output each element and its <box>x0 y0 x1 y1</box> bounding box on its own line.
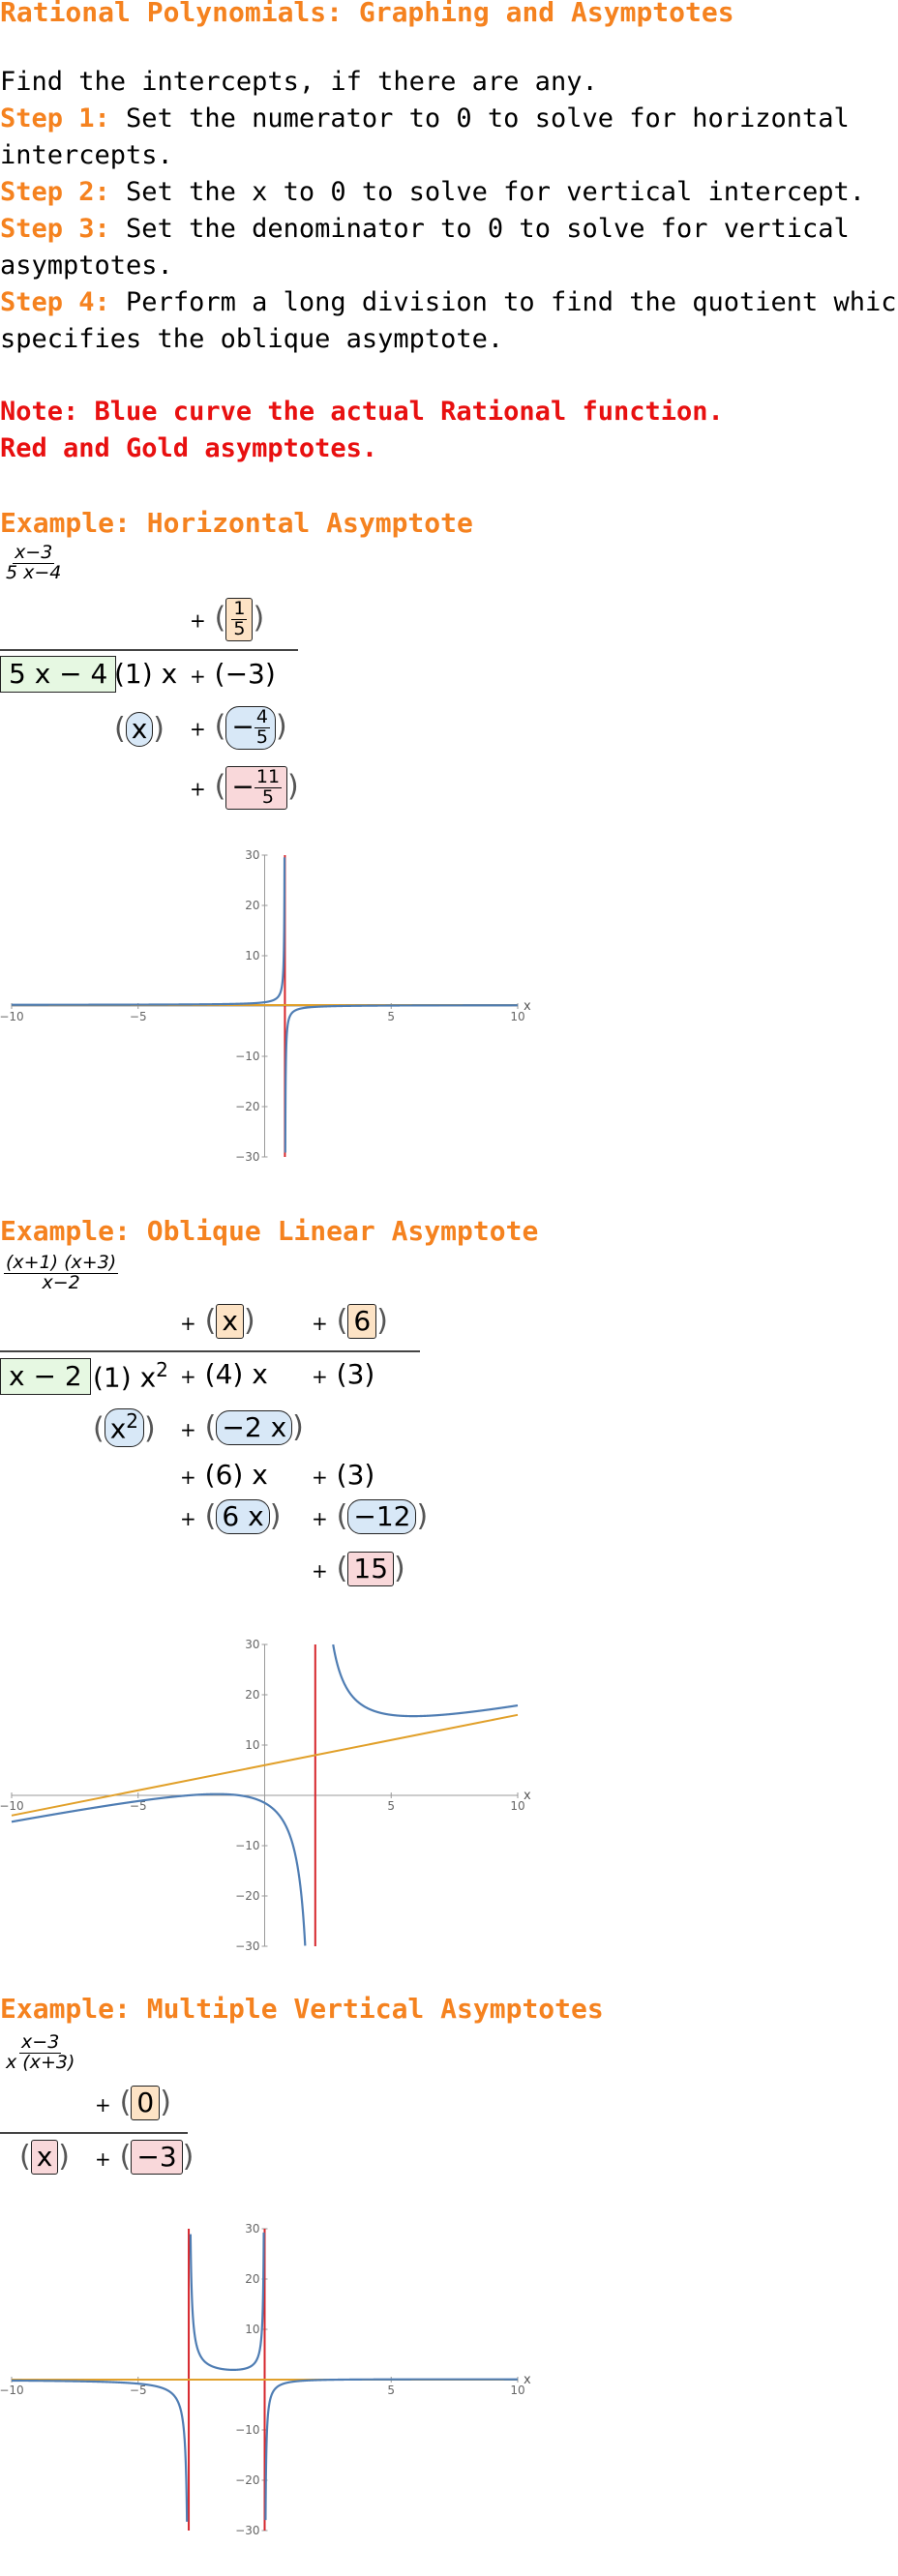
y-tick-label: −10 <box>235 1839 259 1852</box>
ex1-dividend-term-1: (1) x <box>114 658 178 690</box>
y-tick-label: 20 <box>245 2272 259 2286</box>
example-2-heading: Example: Oblique Linear Asymptote <box>0 1215 539 1247</box>
intro-text: Find the intercepts, if there are any. <box>0 67 598 97</box>
y-tick-label: 20 <box>245 899 259 912</box>
y-tick-label: −20 <box>235 1889 259 1903</box>
step-4-text: Perform a long division to find the quot… <box>109 287 898 317</box>
step-4-text-cont: specifies the oblique asymptote. <box>0 324 504 354</box>
ex2-subtract-term-4: + (−12) <box>312 1499 429 1535</box>
note-line-2: Red and Gold asymptotes. <box>0 433 378 463</box>
y-tick-label: 10 <box>245 2323 259 2336</box>
ex2-dividend-term-1: (1) x2 <box>93 1358 168 1394</box>
x-tick-label: 10 <box>510 1799 524 1813</box>
ex1-subtract-term-1: (x) <box>114 712 165 748</box>
example-1-numerator: x−3 <box>13 542 55 564</box>
x-tick-label: −10 <box>0 1010 24 1023</box>
example-2-numerator: (x+1) (x+3) <box>4 1252 119 1274</box>
x-tick-label: 10 <box>510 1010 524 1023</box>
rational-function-curve <box>12 2232 518 2522</box>
y-tick-label: −30 <box>235 2524 259 2537</box>
example-3-graph: −10 −5 5 10 −30 −20 −10 10 20 30 x <box>0 2222 531 2537</box>
step-2-label: Step 2: <box>0 177 110 207</box>
step-3-label: Step 3: <box>0 214 110 244</box>
ex1-division-line <box>0 649 298 651</box>
example-2-denominator: x−2 <box>42 1271 80 1293</box>
example-3-denominator: x (x+3) <box>6 2051 75 2073</box>
step-3-text: Set the denominator to 0 to solve for ve… <box>109 214 850 244</box>
ex2-subtract-term-2: + (−2 x) <box>180 1410 304 1446</box>
y-tick-label: 20 <box>245 1688 259 1702</box>
y-tick-label: −20 <box>235 1100 259 1113</box>
step-1-label: Step 1: <box>0 104 110 133</box>
x-tick-label: −5 <box>130 2384 147 2397</box>
y-tick-label: 10 <box>245 1738 259 1752</box>
ex1-remainder: + (−11 5) <box>190 766 299 810</box>
ex3-division-line <box>0 2132 188 2134</box>
y-tick-label: −10 <box>235 1050 259 1063</box>
y-tick-label: 30 <box>245 848 259 862</box>
x-tick-label: −10 <box>0 1799 24 1813</box>
ex2-dividend-term-2: + (4) x <box>180 1358 268 1390</box>
step-2-text: Set the x to 0 to solve for vertical int… <box>109 177 866 207</box>
step-1-text: Set the numerator to 0 to solve for hori… <box>109 104 850 133</box>
x-tick-label: −5 <box>130 1010 147 1023</box>
x-axis-label: x <box>524 2373 531 2387</box>
x-tick-label: 5 <box>387 1010 395 1023</box>
y-tick-label: −20 <box>235 2473 259 2487</box>
step-4-label: Step 4: <box>0 287 110 317</box>
example-1-heading: Example: Horizontal Asymptote <box>0 507 473 539</box>
ex1-quotient: + (1 5) <box>190 598 265 641</box>
example-1-fraction: x−3 5 x−4 <box>4 542 63 583</box>
ex2-quotient-2: + (6) <box>312 1304 388 1340</box>
ex1-divisor: 5 x − 4 <box>0 656 117 694</box>
y-tick-label: 10 <box>245 949 259 962</box>
ex2-divisor: x − 2 <box>0 1358 91 1396</box>
x-tick-label: 5 <box>387 1799 395 1813</box>
ex2-division-line <box>0 1350 420 1352</box>
x-tick-label: −10 <box>0 2384 24 2397</box>
oblique-asymptote-line <box>11 1713 519 1817</box>
ex2-remainder-term-1: + (6) x <box>180 1459 268 1491</box>
page-title: Rational Polynomials: Graphing and Asymp… <box>0 0 734 28</box>
ex2-subtract-term-3: + (6 x) <box>180 1499 282 1535</box>
ex2-dividend-term-3: + (3) <box>312 1358 375 1390</box>
example-1-graph: −10 −5 5 10 −30 −20 −10 10 20 30 x <box>0 848 531 1164</box>
ex2-subtract-term-1: (x2) <box>93 1408 156 1447</box>
y-tick-label: −10 <box>235 2423 259 2437</box>
x-axis-label: x <box>524 1789 531 1803</box>
y-tick-label: 30 <box>245 2222 259 2235</box>
rational-function-curve <box>12 857 518 1153</box>
y-tick-label: −30 <box>235 1939 259 1953</box>
x-axis-label: x <box>524 999 531 1014</box>
x-tick-label: 10 <box>510 2384 524 2397</box>
step-3: Step 3: Set the denominator to 0 to solv… <box>0 211 850 248</box>
note-line-1: Note: Blue curve the actual Rational fun… <box>0 397 724 427</box>
example-3-numerator: x−3 <box>19 2031 62 2054</box>
example-3-heading: Example: Multiple Vertical Asymptotes <box>0 1993 604 2025</box>
example-1-denominator: 5 x−4 <box>6 561 62 583</box>
step-1-text-cont: intercepts. <box>0 140 173 170</box>
step-4: Step 4: Perform a long division to find … <box>0 284 898 321</box>
y-tick-label: −30 <box>235 1150 259 1164</box>
ex2-quotient-1: + (x) <box>180 1304 255 1340</box>
step-1: Step 1: Set the numerator to 0 to solve … <box>0 101 850 137</box>
example-2-fraction: (x+1) (x+3) x−2 <box>4 1252 119 1293</box>
example-3-fraction: x−3 x (x+3) <box>4 2031 76 2073</box>
ex1-subtract-term-2: + (−4 5) <box>190 706 287 750</box>
rational-function-curve <box>11 1643 519 1946</box>
ex3-row-term-2: + (−3) <box>95 2140 195 2176</box>
ex2-remainder: + (15) <box>312 1552 405 1587</box>
ex3-quotient: + (0) <box>95 2086 171 2121</box>
ex2-remainder-term-2: + (3) <box>312 1459 375 1491</box>
step-3-text-cont: asymptotes. <box>0 251 173 281</box>
ex3-row-term-1: (x) <box>19 2140 71 2176</box>
step-2: Step 2: Set the x to 0 to solve for vert… <box>0 174 865 211</box>
x-tick-label: 5 <box>387 2384 395 2397</box>
y-tick-label: 30 <box>245 1638 259 1651</box>
ex1-dividend-term-2: + (−3) <box>190 658 276 690</box>
